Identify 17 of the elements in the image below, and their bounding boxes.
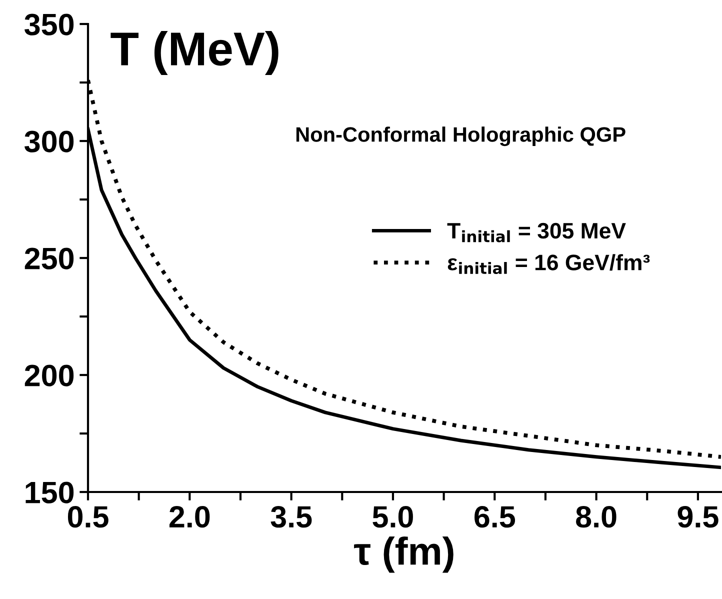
y-tick-label: 150: [26, 482, 74, 504]
y-tick-label: 350: [24, 14, 74, 36]
x-tick-label: 6.5: [474, 506, 516, 528]
legend-label: ε$_{initial}$ = 16 GeV/fm³: [448, 254, 650, 274]
x-tick-label: 0.5: [68, 506, 108, 528]
annotation: Non-Conformal Holographic QGP: [296, 126, 626, 146]
y-tick-label: 200: [24, 364, 74, 386]
x-tick-label: 9.5: [678, 506, 718, 528]
legend-label: T$_{initial}$ = 305 MeV: [447, 222, 626, 242]
y-tick-label: 300: [24, 130, 74, 152]
chart-title: T (MeV): [110, 31, 278, 76]
x-tick-label: 5.0: [372, 506, 413, 528]
x-tick-label: 8.0: [576, 506, 616, 528]
x-tick-label: 2.0: [169, 506, 210, 528]
y-tick-label: 250: [24, 248, 74, 270]
x-axis-title: τ (fm): [354, 536, 454, 573]
x-tick-label: 3.5: [270, 506, 312, 528]
